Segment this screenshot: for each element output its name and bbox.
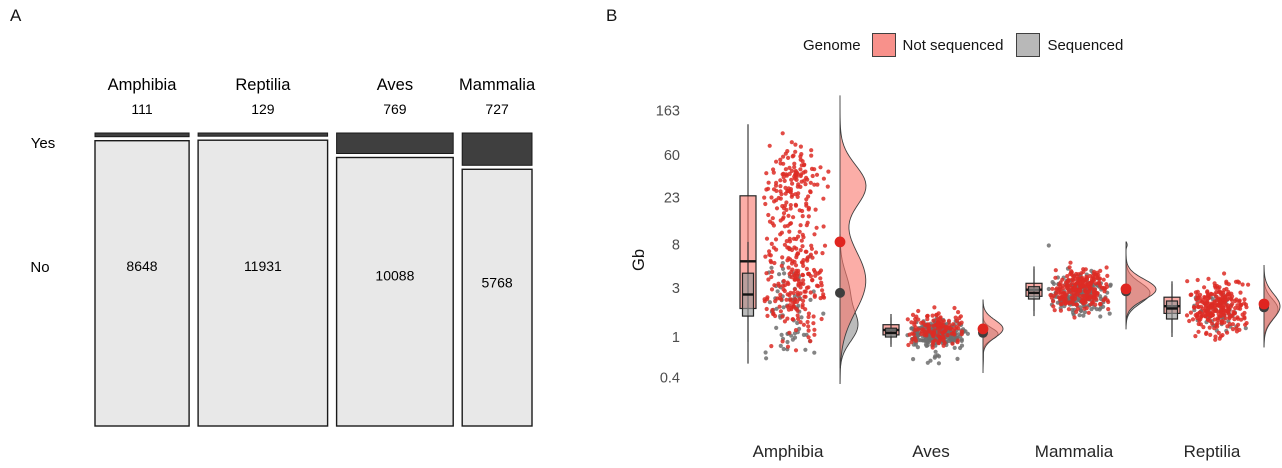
raincloud-group-aves (882, 299, 1004, 373)
raincloud-group-amphibia (739, 95, 867, 385)
legend-label-sequenced: Sequenced (1047, 36, 1124, 54)
legend-title: Genome (803, 36, 861, 54)
x-tick-label: Mammalia (1035, 442, 1114, 461)
violin-not-sequenced (982, 299, 1004, 361)
y-tick-label: 1 (672, 330, 680, 346)
column-no-count: 11931 (244, 258, 282, 274)
raincloud-plot: 163 60 23 8 3 1 0.4 Gb Amphibia Aves Mammalia Repti… (630, 95, 1281, 461)
mosaic-segment-no (461, 168, 533, 427)
column-yes-count: 129 (251, 101, 275, 117)
mosaic-column-mammalia: Mammalia 727 5768 (459, 76, 536, 427)
y-axis-title: Gb (630, 249, 648, 271)
legend-genome: Genome Not sequenced Sequenced (803, 33, 1136, 57)
column-header: Mammalia (459, 76, 536, 94)
y-tick-label: 23 (664, 191, 680, 207)
mosaic-column-reptilia: Reptilia 129 11931 (197, 76, 329, 427)
column-no-count: 8648 (126, 258, 157, 274)
raincloud-group-mammalia (1025, 241, 1157, 330)
row-label-yes: Yes (31, 135, 55, 152)
mean-dot-sequenced (835, 287, 845, 298)
y-tick-label: 0.4 (660, 371, 680, 387)
violin-not-sequenced (1125, 247, 1157, 326)
y-tick-label: 3 (672, 281, 680, 297)
mean-dot-not-sequenced (977, 323, 989, 335)
points-not-sequenced (905, 305, 965, 350)
column-header: Aves (377, 76, 413, 94)
panel-b-label: B (606, 6, 618, 25)
mosaic-segment-no (94, 139, 190, 427)
mosaic-segment-yes (94, 132, 190, 138)
legend-swatch-not-sequenced-icon (871, 33, 896, 57)
mosaic-segment-yes (336, 132, 454, 154)
column-no-count: 10088 (375, 268, 414, 284)
violin-not-sequenced (839, 95, 867, 385)
column-header: Amphibia (108, 76, 178, 94)
legend-swatch-sequenced-icon (1016, 33, 1041, 57)
y-tick-label: 8 (672, 238, 680, 254)
column-yes-count: 111 (131, 101, 152, 117)
mosaic-column-amphibia: Amphibia 111 8648 (94, 76, 190, 427)
mean-dot-not-sequenced (834, 236, 846, 248)
mosaic-segment-yes (197, 132, 329, 137)
column-no-count: 5768 (482, 274, 513, 290)
column-header: Reptilia (235, 76, 291, 94)
x-tick-label: Reptilia (1184, 442, 1241, 461)
column-yes-count: 727 (485, 101, 509, 117)
mean-dot-not-sequenced (1120, 283, 1132, 295)
mosaic-segment-no (335, 156, 454, 427)
points-not-sequenced (762, 131, 831, 353)
mean-dot-not-sequenced (1258, 298, 1270, 310)
y-tick-label: 60 (664, 148, 680, 164)
row-label-no: No (30, 259, 49, 276)
mosaic-plot: Amphibia 111 8648 Reptilia 129 11931 Aves 769 10… (30, 76, 536, 427)
column-yes-count: 769 (383, 101, 407, 117)
legend-label-not-sequenced: Not sequenced (902, 36, 1004, 54)
mosaic-column-aves: Aves 769 10088 (335, 76, 454, 427)
mosaic-segment-no (197, 139, 329, 427)
box-sequenced (1165, 300, 1179, 320)
y-tick-label: 163 (656, 104, 680, 120)
x-tick-label: Aves (912, 442, 950, 461)
points-not-sequenced (1048, 260, 1111, 320)
points-not-sequenced (1184, 271, 1251, 342)
violin-not-sequenced (1263, 265, 1281, 348)
x-tick-label: Amphibia (753, 442, 824, 461)
mosaic-segment-yes (461, 132, 533, 166)
panel-a-label: A (10, 6, 22, 25)
raincloud-group-reptilia (1163, 265, 1281, 348)
